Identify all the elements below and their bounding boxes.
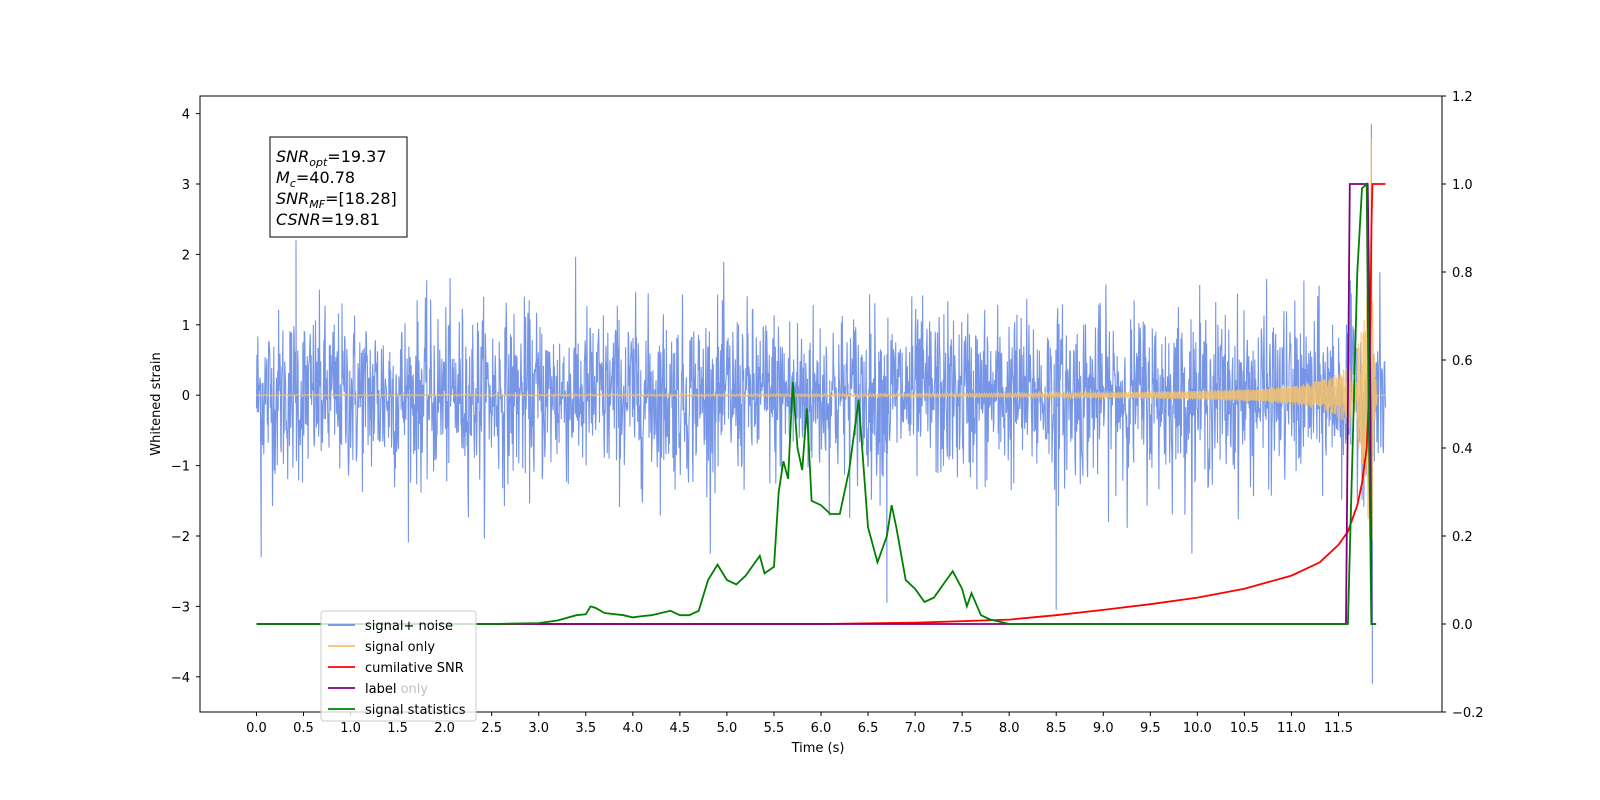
x-tick-label: 6.5 — [858, 721, 879, 736]
annotation-value: =[18.28] — [325, 189, 397, 208]
annotation-value: =19.37 — [327, 147, 386, 166]
y-left-tick-label: −3 — [171, 600, 190, 615]
y-axis-left-label: Whitened strain — [149, 352, 164, 455]
y-axis-left: −4 −3 −2 −1 0 1 2 3 4 — [171, 108, 200, 686]
annotation-symbol: SNR — [276, 147, 309, 166]
annotation-line: SNRMF=[18.28] — [276, 189, 397, 211]
x-tick-label: 7.0 — [905, 721, 926, 736]
y-left-tick-label: −4 — [171, 671, 190, 686]
x-axis: 0.0 0.5 1.0 1.5 2.0 2.5 3.0 3.5 4.0 4.5 5.0 5.5 6.0 6… — [246, 712, 1353, 736]
x-tick-label: 4.0 — [622, 721, 643, 736]
legend-label: label — [365, 682, 396, 697]
x-tick-label: 1.5 — [387, 721, 408, 736]
x-tick-label: 8.5 — [1046, 721, 1067, 736]
x-tick-label: 2.5 — [481, 721, 502, 736]
y-axis-right: −0.2 0.0 0.2 0.4 0.6 0.8 1.0 1.2 — [1442, 90, 1484, 721]
legend-label: cumilative SNR — [365, 661, 464, 676]
stats-annotation: SNRopt=19.37Mc=40.78SNRMF=[18.28]CSNR=19… — [269, 136, 408, 238]
series-signal-noise — [255, 124, 1387, 684]
x-tick-label: 0.0 — [246, 721, 267, 736]
annotation-line: Mc=40.78 — [276, 168, 355, 190]
legend-label: signal+ noise — [365, 619, 453, 634]
y-right-tick-label: 0.2 — [1452, 530, 1473, 545]
annotation-value: =40.78 — [296, 168, 355, 187]
x-tick-label: 6.0 — [811, 721, 832, 736]
y-right-tick-label: 1.2 — [1452, 90, 1473, 105]
x-tick-label: 5.5 — [764, 721, 785, 736]
x-tick-label: 9.5 — [1140, 721, 1161, 736]
x-tick-label: 11.0 — [1277, 721, 1306, 736]
annotation-subscript: MF — [309, 198, 325, 211]
annotation-symbol: SNR — [276, 189, 309, 208]
legend-label: signal statistics — [365, 703, 466, 718]
annotation-frame — [269, 136, 408, 238]
y-right-tick-label: 1.0 — [1452, 178, 1473, 193]
legend-frame — [320, 610, 477, 722]
annotation-line: SNRopt=19.37 — [276, 147, 387, 169]
y-right-tick-label: 0.4 — [1452, 442, 1473, 457]
y-right-tick-label: 0.6 — [1452, 354, 1473, 369]
y-left-tick-label: 2 — [182, 248, 190, 263]
x-tick-label: 7.5 — [952, 721, 973, 736]
series-signal-statistics — [256, 181, 1377, 625]
x-tick-label: 10.5 — [1230, 721, 1259, 736]
y-left-tick-label: 0 — [182, 389, 190, 404]
legend: signal+ noise signal only cumilative SNR la… — [320, 610, 477, 722]
x-tick-label: 9.0 — [1093, 721, 1114, 736]
y-left-tick-label: 1 — [182, 319, 190, 334]
legend-hidden-label: label only — [365, 682, 428, 697]
y-left-tick-label: −2 — [171, 530, 190, 545]
x-tick-label: 4.5 — [670, 721, 691, 736]
annotation-symbol: CSNR — [276, 210, 321, 229]
legend-label: signal only — [365, 640, 435, 655]
y-left-tick-label: 4 — [182, 108, 190, 123]
x-tick-label: 11.5 — [1324, 721, 1353, 736]
y-right-tick-label: −0.2 — [1452, 706, 1484, 721]
annotation-line: CSNR=19.81 — [276, 210, 380, 229]
y-left-tick-label: 3 — [182, 178, 190, 193]
series-signal-only — [256, 138, 1386, 601]
annotation-value: =19.81 — [321, 210, 380, 229]
x-tick-label: 0.5 — [293, 721, 314, 736]
annotation-subscript: c — [290, 177, 296, 190]
annotation-symbol: M — [276, 168, 290, 187]
annotation-subscript: opt — [309, 156, 328, 169]
x-tick-label: 10.0 — [1183, 721, 1212, 736]
y-left-tick-label: −1 — [171, 460, 190, 475]
x-axis-label: Time (s) — [791, 741, 845, 756]
x-tick-label: 3.0 — [528, 721, 549, 736]
x-tick-label: 5.0 — [717, 721, 738, 736]
x-tick-label: 8.0 — [999, 721, 1020, 736]
y-right-tick-label: 0.8 — [1452, 266, 1473, 281]
y-right-tick-label: 0.0 — [1452, 618, 1473, 633]
series-layer — [255, 124, 1387, 684]
x-tick-label: 3.5 — [575, 721, 596, 736]
x-tick-label: 1.0 — [340, 721, 361, 736]
x-tick-label: 2.0 — [434, 721, 455, 736]
